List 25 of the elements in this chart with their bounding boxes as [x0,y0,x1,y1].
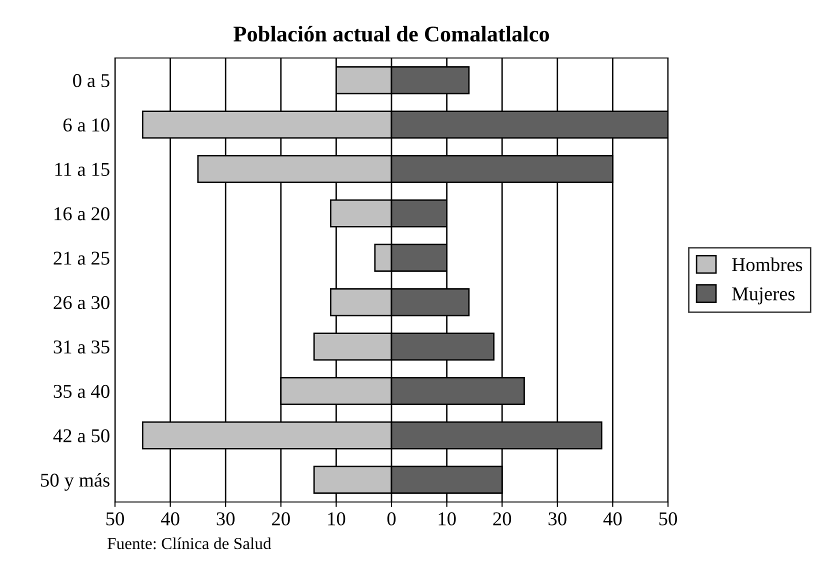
x-tick-label: 30 [216,512,235,526]
x-tick-label: 30 [548,512,566,526]
legend-label: Hombres [732,258,802,272]
y-tick-label: 21 a 25 [54,252,110,265]
x-tick-label: 10 [328,512,346,526]
x-tick-label: 40 [603,512,622,526]
y-tick-label: 16 a 20 [54,207,110,220]
x-tick-label: 10 [438,512,456,526]
x-tick-label: 50 [659,512,677,526]
y-tick-label: 31 a 35 [54,340,110,354]
y-tick-label: 50 y más [41,473,110,491]
legend-label: Mujeres [732,287,795,304]
x-tick-label: 50 [106,512,124,526]
y-tick-label: 0 a 5 [73,74,110,88]
x-tick-label: 20 [272,512,290,526]
chart-title: Población actual de Comalatlalco [234,26,549,42]
x-tick-label: 20 [493,512,512,526]
y-tick-label: 35 a 40 [54,384,110,398]
x-tick-label: 40 [160,512,180,526]
source-note: Fuente: Clínica de Salud [107,537,272,550]
x-tick-label: 0 [387,512,396,526]
y-tick-label: 11 a 15 [55,162,110,176]
y-tick-label: 6 a 10 [63,118,110,132]
y-tick-label: 26 a 30 [54,296,110,310]
y-tick-label: 42 a 50 [53,429,110,442]
